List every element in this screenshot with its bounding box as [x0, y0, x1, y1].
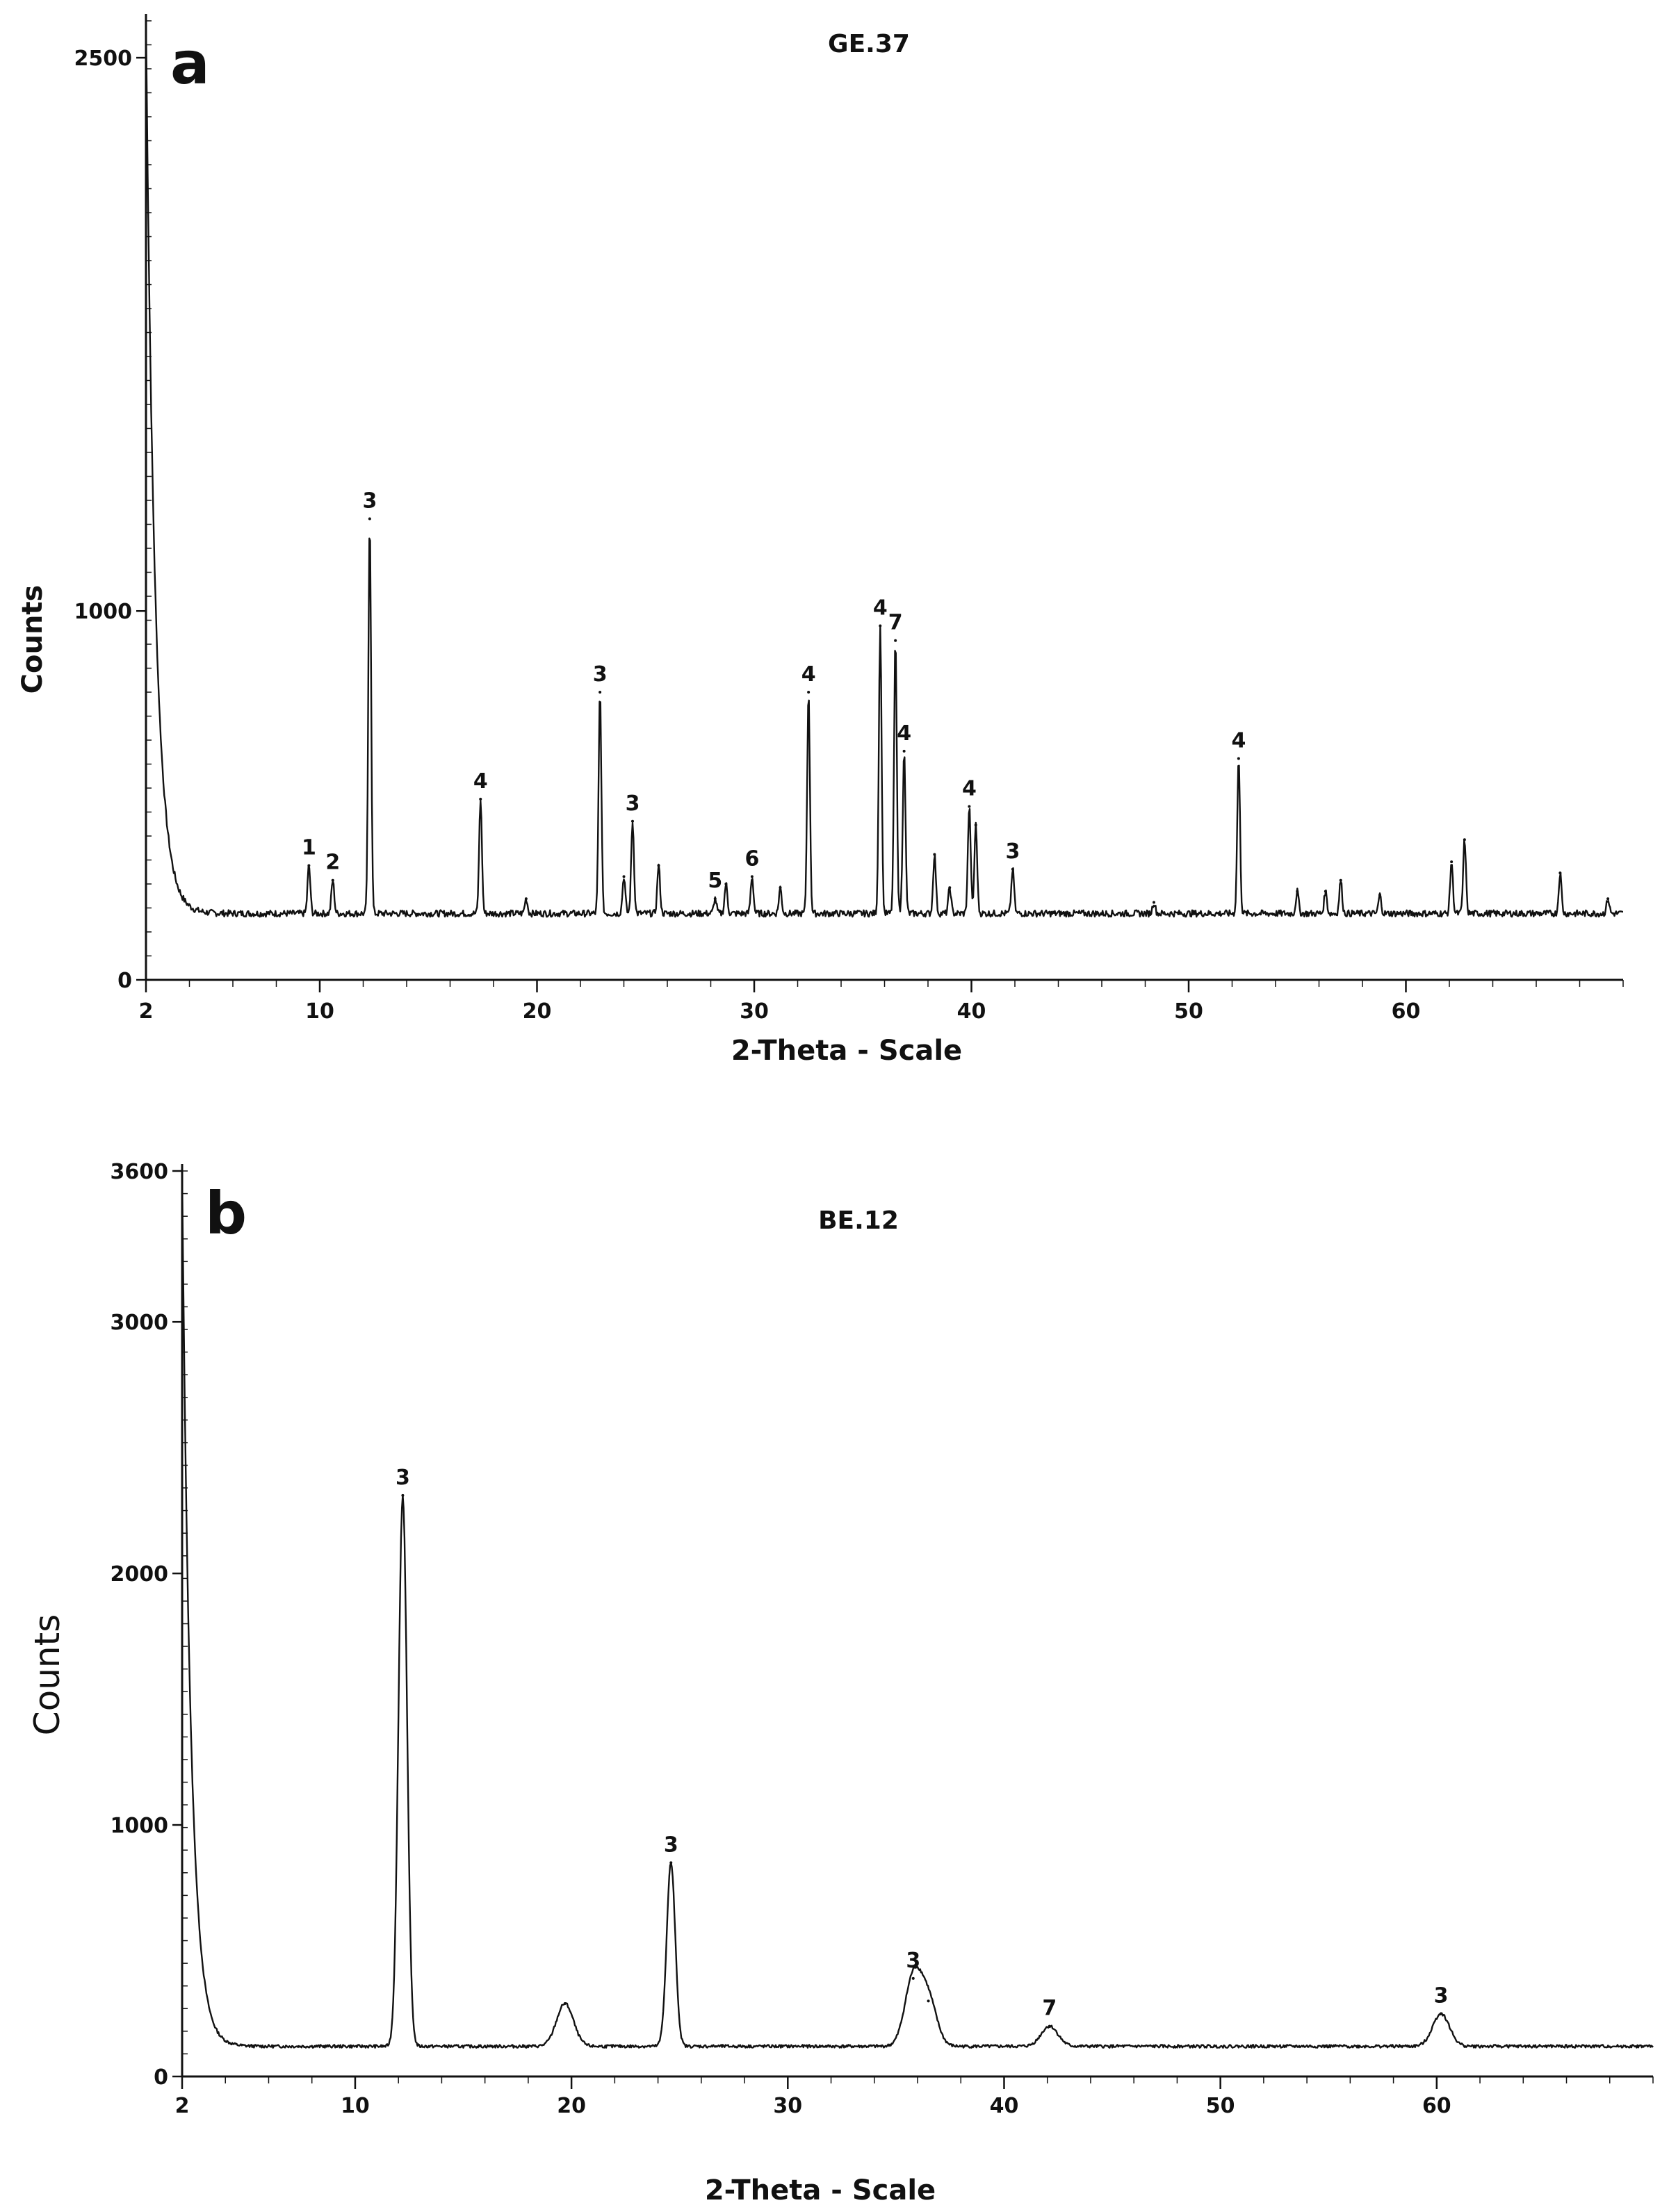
x-tick-label: 60	[1422, 2094, 1451, 2118]
x-tick-label: 2	[175, 2094, 190, 2118]
peak-label: 3	[626, 792, 640, 816]
peak-point	[902, 749, 906, 753]
peak-label: 7	[888, 611, 903, 635]
peak-point	[1011, 867, 1014, 871]
x-tick-label: 50	[1206, 2094, 1235, 2118]
peak-point	[1324, 890, 1327, 893]
panel-a-chart: 0 1000 2500 2 10 20 30 40 50 60 2-Theta - Scale Cou…	[17, 14, 1624, 1067]
peak-point	[622, 875, 626, 878]
peak-point	[631, 819, 634, 823]
panel-letter: a	[170, 29, 210, 97]
peak-point	[750, 875, 754, 878]
peak-label: 3	[906, 1949, 920, 1973]
x-tick-label: 50	[1174, 999, 1203, 1024]
x-tick-label: 40	[957, 999, 986, 1024]
diffraction-series-line	[181, 1170, 1654, 2049]
peak-label: 4	[473, 769, 488, 794]
sample-title: GE.37	[828, 30, 910, 58]
peak-label: 4	[1231, 729, 1246, 753]
peak-point	[779, 886, 782, 890]
peak-point	[1450, 860, 1454, 864]
peak-label: 4	[801, 662, 816, 687]
y-tick-label: 3000	[111, 1311, 169, 1335]
x-axis-title: 2-Theta - Scale	[731, 1035, 962, 1067]
peak-label: 3	[664, 1833, 678, 1857]
peak-label: 6	[744, 846, 759, 871]
x-tick-label: 30	[773, 2094, 802, 2118]
peak-point	[524, 897, 528, 901]
x-tick-label: 10	[341, 2094, 370, 2118]
y-tick-label: 1000	[74, 600, 133, 624]
x-tick-label: 2	[139, 999, 154, 1024]
peak-point	[1440, 2012, 1443, 2015]
peak-point	[968, 805, 971, 808]
sample-title: BE.12	[818, 1206, 899, 1235]
peak-label: 5	[708, 869, 722, 893]
y-tick-label: 2000	[111, 1562, 169, 1587]
peak-label: 3	[1005, 839, 1020, 864]
peak-point	[1296, 890, 1299, 893]
peak-point	[894, 639, 897, 642]
x-tick-label: 60	[1392, 999, 1421, 1024]
y-tick-label: 2500	[74, 47, 133, 71]
peak-point	[1558, 871, 1562, 875]
x-tick-label: 20	[523, 999, 552, 1024]
peak-point	[401, 1493, 405, 1497]
y-axis-title: Counts	[17, 585, 49, 694]
peak-label: 1	[302, 835, 316, 860]
peak-label: 4	[897, 721, 911, 746]
peak-point	[933, 853, 936, 856]
peak-point	[669, 1861, 673, 1865]
peak-point	[724, 883, 728, 885]
peak-point	[1378, 893, 1381, 896]
peak-point	[657, 864, 660, 867]
peak-point	[1048, 2024, 1051, 2028]
peak-label: 3	[1434, 1984, 1449, 2008]
peak-label: 7	[1042, 1997, 1057, 2021]
peak-point	[807, 691, 811, 694]
diffraction-series-line	[145, 21, 1623, 918]
x-axis-title: 2-Theta - Scale	[705, 2174, 936, 2206]
y-tick-label: 0	[117, 969, 132, 993]
x-tick-label: 30	[740, 999, 769, 1024]
peak-label: 4	[873, 596, 888, 620]
panel-b-chart: 0 1000 2000 3000 3600 2 10 20 30 40 50 60 2-Theta - …	[27, 1160, 1654, 2206]
y-tick-label: 3600	[111, 1160, 169, 1184]
peak-point	[479, 797, 482, 801]
peak-point	[927, 1999, 930, 2003]
peak-point	[307, 864, 311, 867]
peak-point	[1153, 901, 1155, 904]
y-tick-label: 0	[154, 2065, 168, 2090]
peak-label: 3	[362, 489, 377, 514]
peak-point	[1606, 897, 1610, 901]
peak-point	[713, 897, 717, 901]
peak-label: 4	[962, 777, 977, 801]
peak-label: 2	[325, 851, 340, 875]
peak-point	[368, 517, 371, 521]
peak-point	[911, 1976, 915, 1980]
peak-point	[974, 824, 977, 827]
y-tick-label: 1000	[111, 1814, 169, 1838]
panel-letter: b	[205, 1179, 247, 1247]
peak-label: 3	[396, 1466, 410, 1490]
peak-point	[1463, 838, 1466, 842]
peak-point	[879, 624, 882, 628]
peak-point	[948, 886, 952, 890]
peak-point	[1339, 878, 1342, 882]
peak-point	[1237, 757, 1240, 760]
peak-point	[331, 878, 334, 882]
x-tick-label: 20	[557, 2094, 586, 2118]
y-axis-title: Counts	[27, 1614, 67, 1736]
x-tick-label: 40	[990, 2094, 1019, 2118]
x-tick-label: 10	[305, 999, 334, 1024]
peak-label: 3	[593, 662, 608, 687]
peak-point	[563, 2002, 567, 2006]
peak-point	[599, 691, 602, 694]
